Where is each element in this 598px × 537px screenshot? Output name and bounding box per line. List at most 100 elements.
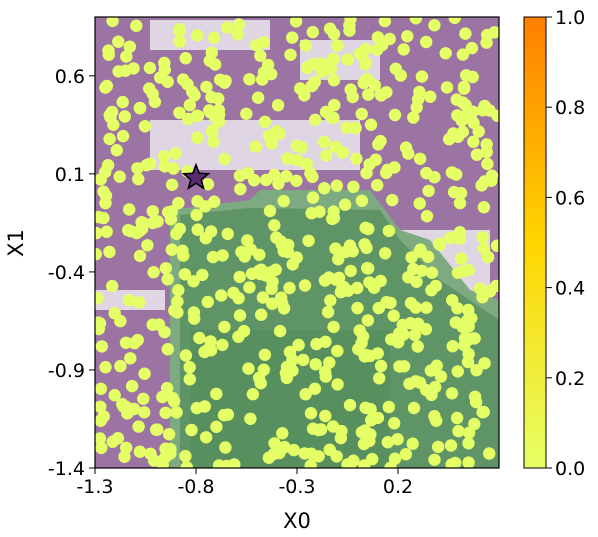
scatter-point bbox=[113, 170, 126, 183]
scatter-point bbox=[391, 433, 404, 446]
scatter-point bbox=[275, 291, 288, 304]
scatter-point bbox=[465, 41, 479, 55]
scatter-point bbox=[365, 414, 378, 427]
scatter-point bbox=[207, 31, 221, 44]
colorbar: 0.0 0.2 0.4 0.6 0.8 1.0 bbox=[523, 7, 585, 480]
scatter-point bbox=[281, 152, 294, 165]
scatter-point bbox=[380, 166, 393, 180]
scatter-point bbox=[265, 137, 278, 150]
scatter-point bbox=[188, 89, 201, 102]
scatter-point bbox=[300, 157, 313, 171]
scatter-point bbox=[122, 224, 135, 237]
scatter-point bbox=[172, 196, 185, 210]
scatter-point bbox=[124, 352, 137, 365]
scatter-point bbox=[452, 424, 465, 438]
scatter-point bbox=[242, 362, 255, 375]
scatter-point bbox=[246, 388, 260, 401]
scatter-point bbox=[330, 450, 343, 463]
scatter-point bbox=[378, 17, 392, 28]
scatter-point bbox=[331, 39, 344, 52]
scatter-point bbox=[373, 372, 386, 385]
scatter-point bbox=[328, 98, 341, 112]
scatter-point bbox=[137, 392, 150, 405]
scatter-point bbox=[146, 205, 159, 218]
scatter-point bbox=[210, 420, 223, 433]
scatter-point bbox=[100, 79, 114, 93]
scatter-point bbox=[415, 70, 429, 83]
scatter-point bbox=[215, 289, 228, 302]
scatter-point bbox=[343, 24, 356, 37]
scatter-point bbox=[364, 118, 378, 131]
scatter-point bbox=[381, 436, 394, 449]
scatter-point bbox=[170, 406, 183, 419]
scatter-point bbox=[112, 35, 125, 48]
plot-area bbox=[95, 17, 499, 468]
scatter-point bbox=[290, 174, 303, 187]
scatter-point bbox=[440, 81, 454, 94]
scatter-point bbox=[103, 132, 116, 146]
scatter-point bbox=[465, 312, 478, 325]
scatter-point bbox=[138, 120, 152, 133]
scatter-point bbox=[401, 30, 414, 43]
scatter-point bbox=[95, 400, 107, 413]
scatter-point bbox=[138, 406, 151, 419]
scatter-point bbox=[220, 459, 233, 468]
scatter-point bbox=[403, 377, 416, 390]
scatter-point bbox=[382, 400, 395, 414]
scatter-point bbox=[308, 382, 322, 395]
scatter-point bbox=[457, 80, 471, 94]
scatter-point bbox=[165, 178, 179, 191]
y-tick-label: -1.4 bbox=[48, 458, 85, 480]
scatter-point bbox=[183, 98, 196, 112]
scatter-point bbox=[347, 180, 360, 193]
scatter-point bbox=[334, 431, 348, 445]
scatter-point bbox=[480, 36, 493, 49]
scatter-point bbox=[132, 172, 145, 186]
scatter-point bbox=[271, 99, 285, 112]
scatter-point bbox=[148, 95, 162, 109]
scatter-point bbox=[389, 62, 402, 75]
scatter-point bbox=[450, 411, 464, 425]
scatter-point bbox=[306, 191, 320, 204]
scatter-point bbox=[481, 157, 494, 171]
scatter-point bbox=[116, 95, 129, 109]
scatter-point bbox=[121, 407, 134, 420]
scatter-point bbox=[324, 294, 337, 307]
scatter-point bbox=[346, 90, 359, 104]
scatter-point bbox=[258, 115, 272, 128]
scatter-point bbox=[462, 347, 475, 361]
scatter-point bbox=[491, 109, 499, 122]
scatter-point bbox=[356, 47, 369, 60]
scatter-point bbox=[327, 111, 340, 125]
scatter-point bbox=[421, 250, 435, 263]
scatter-point bbox=[102, 44, 115, 57]
scatter-point bbox=[132, 420, 145, 433]
scatter-point bbox=[374, 274, 387, 288]
scatter-point bbox=[302, 234, 315, 247]
scatter-point bbox=[387, 309, 400, 322]
scatter-point bbox=[173, 222, 186, 236]
scatter-point bbox=[244, 412, 257, 425]
scatter-point bbox=[290, 153, 304, 167]
scatter-point bbox=[95, 382, 108, 395]
scatter-point bbox=[321, 305, 335, 319]
scatter-point bbox=[323, 356, 336, 369]
scatter-point bbox=[368, 79, 382, 92]
scatter-point bbox=[306, 25, 319, 39]
scatter-point bbox=[406, 437, 419, 450]
scatter-point bbox=[459, 98, 472, 112]
scatter-point bbox=[200, 80, 213, 94]
scatter-point bbox=[144, 447, 157, 460]
scatter-point bbox=[329, 140, 342, 153]
scatter-point bbox=[313, 205, 326, 218]
scatter-point bbox=[179, 52, 192, 65]
scatter-point bbox=[161, 343, 174, 356]
scatter-point bbox=[172, 284, 185, 297]
colorbar-tick-label: 0.0 bbox=[555, 458, 585, 480]
scatter-point bbox=[428, 410, 441, 423]
scatter-point bbox=[304, 407, 318, 420]
scatter-point bbox=[318, 182, 331, 195]
scatter-point bbox=[470, 364, 483, 377]
scatter-point bbox=[428, 19, 441, 32]
